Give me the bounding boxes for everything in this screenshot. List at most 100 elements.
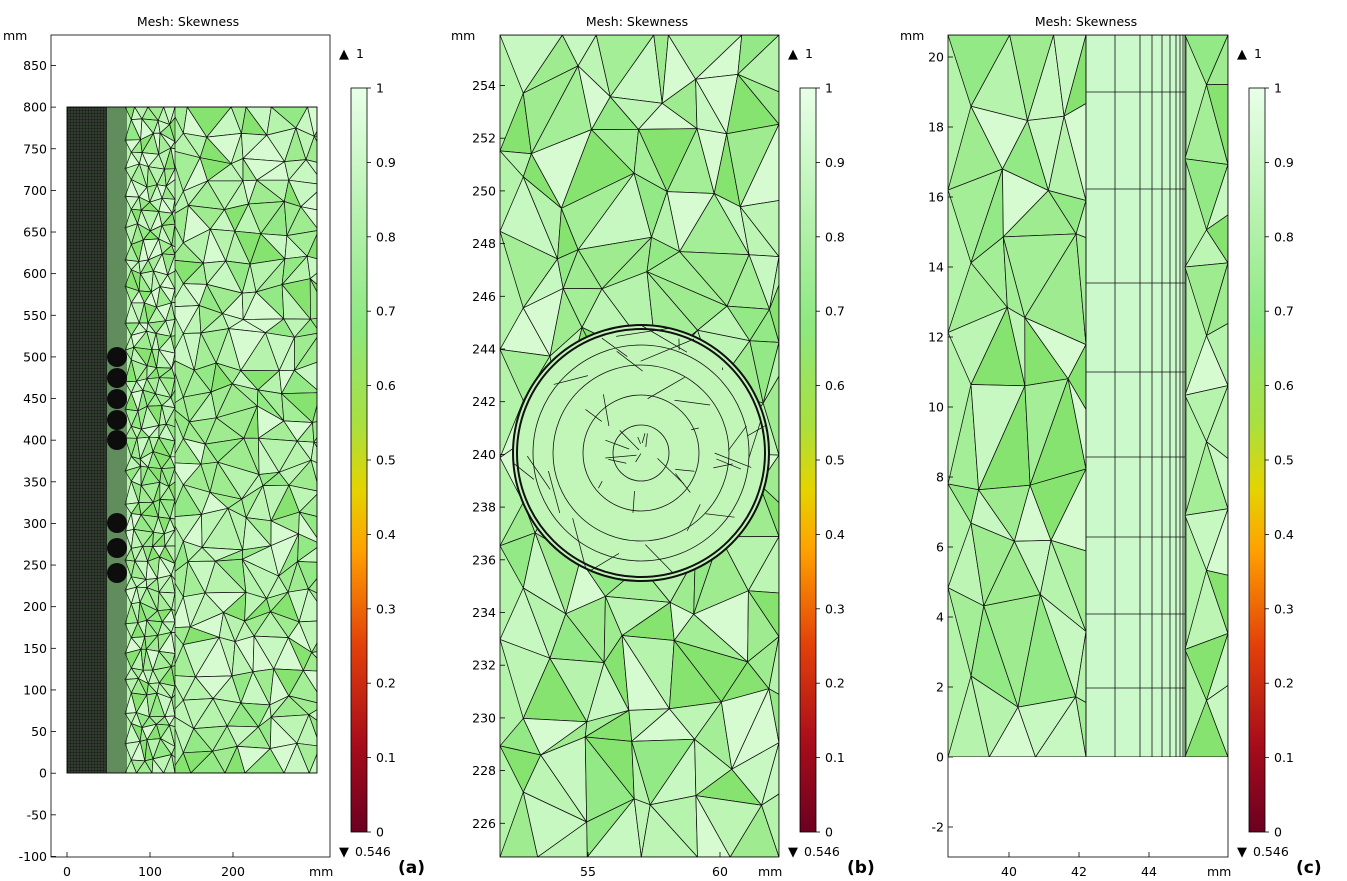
panel-b-colorbar-min-arrow-icon: ▼ <box>788 845 798 860</box>
panel-b-colorbar-max: 1 <box>805 46 813 61</box>
y-tick-label: 0 <box>39 766 47 781</box>
colorbar-tick-label: 0.6 <box>825 378 845 393</box>
panel-a-coil-circles <box>107 347 127 583</box>
panel-a-x-unit: mm <box>309 864 333 879</box>
colorbar-tick-label: 0.1 <box>1274 750 1294 765</box>
colorbar-tick-label: 0.2 <box>825 676 845 691</box>
y-tick-label: 700 <box>23 183 47 198</box>
panel-b-title: Mesh: Skewness <box>586 14 688 29</box>
panel-c-x-unit: mm <box>1207 864 1231 879</box>
y-tick-label: 2 <box>936 680 944 695</box>
panel-b-x-axis: 55 60 <box>580 852 728 879</box>
y-tick-label: 14 <box>928 260 944 275</box>
y-tick-label: 10 <box>928 400 944 415</box>
colorbar-tick-label: 1 <box>1274 81 1282 96</box>
y-tick-label: -50 <box>27 807 47 822</box>
y-tick-label: 450 <box>23 391 47 406</box>
panel-c-axes-frame <box>947 34 1229 858</box>
colorbar-tick-label: 1 <box>825 81 833 96</box>
panel-b-colorbar-max-arrow-icon: ▲ <box>788 47 798 62</box>
colorbar-tick-label: 1 <box>376 81 384 96</box>
colorbar-tick-label: 0.6 <box>1274 378 1294 393</box>
y-tick-label: 236 <box>472 552 496 567</box>
y-tick-label: 250 <box>472 183 496 198</box>
colorbar-tick-label: 0.8 <box>825 229 845 244</box>
panel-b: Mesh: Skewness mm 2542522502482462442422… <box>451 14 875 879</box>
y-tick-label: 600 <box>23 266 47 281</box>
y-tick-label: 300 <box>23 516 47 531</box>
panel-c-colorbar-min: 0.546 <box>1253 844 1289 859</box>
panel-b-colorbar-min: 0.546 <box>804 844 840 859</box>
y-tick-label: 242 <box>472 394 496 409</box>
y-tick-label: 238 <box>472 500 496 515</box>
colorbar-tick-label: 0.8 <box>376 229 396 244</box>
panel-b-axes-frame <box>499 34 780 858</box>
panel-a-colorbar-max-arrow-icon: ▲ <box>339 47 349 62</box>
x-tick-label: 42 <box>1071 864 1087 879</box>
y-tick-label: 200 <box>23 599 47 614</box>
panel-a-mesh-elements <box>124 107 317 773</box>
y-tick-label: 6 <box>936 540 944 555</box>
panel-b-mesh <box>500 35 779 857</box>
panel-a-y-unit: mm <box>3 28 27 43</box>
y-tick-label: 250 <box>23 558 47 573</box>
y-tick-label: 100 <box>23 682 47 697</box>
y-tick-label: 500 <box>23 349 47 364</box>
y-tick-label: 550 <box>23 308 47 323</box>
panel-a-y-axis: 8508007507006506005505004504003503002502… <box>19 58 56 864</box>
y-tick-label: 240 <box>472 447 496 462</box>
colorbar-tick-label: 0.1 <box>376 750 396 765</box>
panel-b-y-axis: 254 252 250 248 246 244 242 240 238 236 234 232 230 2… <box>472 78 505 831</box>
y-tick-label: 226 <box>472 816 496 831</box>
colorbar-tick-label: 0.6 <box>376 378 396 393</box>
colorbar-tick-label: 0.2 <box>1274 676 1294 691</box>
colorbar-tick-label: 0.9 <box>1274 155 1294 170</box>
y-tick-label: 12 <box>928 330 944 345</box>
colorbar-tick-label: 0.9 <box>825 155 845 170</box>
colorbar-tick-label: 0.4 <box>1274 527 1294 542</box>
x-tick-label: 40 <box>1001 864 1017 879</box>
colorbar-tick-label: 0.4 <box>825 527 845 542</box>
y-tick-label: -100 <box>19 849 47 864</box>
y-tick-label: 248 <box>472 236 496 251</box>
panel-c-y-unit: mm <box>900 28 924 43</box>
y-tick-label: 850 <box>23 58 47 73</box>
colorbar-tick-label: 0.7 <box>825 304 845 319</box>
colorbar-tick-label: 0.3 <box>1274 601 1294 616</box>
panel-a-colorbar-max: 1 <box>356 46 364 61</box>
y-tick-label: 50 <box>31 724 47 739</box>
y-tick-label: 252 <box>472 131 496 146</box>
panel-c-title: Mesh: Skewness <box>1035 14 1137 29</box>
y-tick-label: 400 <box>23 433 47 448</box>
colorbar-tick-label: 0.8 <box>1274 229 1294 244</box>
panel-a-colorbar: ▲ 1 1 0.9 0.8 0.7 0.6 0.5 0.4 0.3 0.2 0.1 0 ▼ 0.54… <box>339 46 396 860</box>
x-tick-label: 200 <box>221 864 245 879</box>
y-tick-label: -2 <box>932 820 944 835</box>
panel-a: Mesh: Skewness mm 850 800 750 700 650 600 550 5… <box>3 14 425 879</box>
colorbar-tick-label: 0 <box>825 825 833 840</box>
colorbar-tick-label: 0 <box>1274 825 1282 840</box>
y-tick-label: 800 <box>23 100 47 115</box>
x-tick-label: 100 <box>138 864 162 879</box>
colorbar-tick-label: 0 <box>376 825 384 840</box>
panel-a-colorbar-min: 0.546 <box>355 844 391 859</box>
panel-c-label: (c) <box>1296 858 1322 878</box>
panel-a-colorbar-min-arrow-icon: ▼ <box>339 845 349 860</box>
colorbar-tick-label: 0.4 <box>376 527 396 542</box>
panel-a-x-axis: 0 100 200 <box>63 852 245 879</box>
colorbar-tick-label: 0.5 <box>825 453 845 468</box>
x-tick-label: 44 <box>1141 864 1157 879</box>
panel-c-colorbar-min-arrow-icon: ▼ <box>1237 845 1247 860</box>
y-tick-label: 20 <box>928 50 944 65</box>
y-tick-label: 0 <box>936 750 944 765</box>
y-tick-label: 350 <box>23 474 47 489</box>
panel-b-colorbar: ▲ 1 1 0.9 0.8 0.7 0.6 0.5 0.4 0.3 0.2 0.1 0 ▼ 0.54… <box>788 46 845 860</box>
y-tick-label: 246 <box>472 289 496 304</box>
y-tick-label: 650 <box>23 225 47 240</box>
y-tick-label: 244 <box>472 342 496 357</box>
y-tick-label: 234 <box>472 605 496 620</box>
panel-a-label: (a) <box>398 858 425 878</box>
